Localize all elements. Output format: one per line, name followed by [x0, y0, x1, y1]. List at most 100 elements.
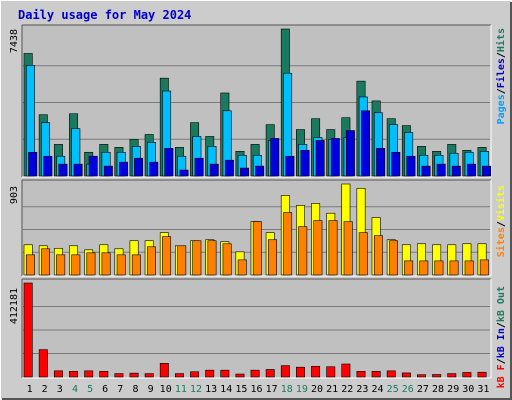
bar: [28, 151, 38, 177]
x-tick-label: 23: [356, 384, 368, 395]
bar: [237, 259, 247, 276]
bar: [84, 370, 94, 378]
bar: [285, 155, 295, 177]
bar: [179, 169, 189, 177]
bar: [421, 165, 431, 177]
bar: [114, 373, 124, 378]
bar: [116, 254, 126, 276]
bar: [250, 369, 260, 378]
x-tick-label: 29: [447, 384, 459, 395]
bar: [88, 155, 98, 177]
bar: [436, 163, 446, 177]
legend-hits-files-pages: Pages/Files/Hits: [495, 28, 507, 124]
bar: [147, 246, 156, 276]
bar: [174, 373, 184, 378]
bar: [376, 148, 386, 177]
x-axis-labels: 1 2 3 4 5 6 7 8 9 10 11 12 13 14 15 16 17 18 19 20 21 22 23 24 2…: [27, 384, 490, 395]
x-tick-label: 13: [205, 384, 217, 395]
x-tick-label: 5: [87, 384, 93, 395]
x-tick-label: 7: [117, 384, 123, 395]
x-tick-label: 31: [477, 384, 489, 395]
x-tick-label: 9: [148, 384, 154, 395]
bar: [69, 370, 79, 378]
bar: [131, 254, 141, 276]
bar: [373, 235, 383, 276]
y-max-label: 7438: [9, 29, 20, 53]
bar: [119, 161, 128, 177]
bar: [194, 157, 204, 177]
legend-item: /: [496, 358, 507, 364]
panel-visits-sites: 903 Sites/Visits: [9, 179, 507, 277]
series-pages: [28, 110, 492, 177]
legend-kb-in-out: kB F/kB In/kB Out: [496, 286, 507, 388]
bar: [451, 165, 461, 177]
x-tick-label: 1: [27, 384, 33, 395]
x-tick-label: 28: [432, 384, 444, 395]
x-tick-label: 3: [57, 384, 63, 395]
legend-item: Sites: [495, 227, 507, 257]
bar: [389, 240, 398, 276]
panel-background: [22, 279, 491, 378]
bar: [220, 369, 230, 378]
bar: [296, 366, 305, 378]
bar: [71, 254, 81, 276]
bar: [99, 370, 109, 378]
bar: [25, 254, 35, 276]
bar: [190, 371, 200, 378]
x-tick-label: 18: [281, 384, 293, 395]
bar: [73, 163, 83, 177]
bar: [134, 157, 144, 177]
bar: [298, 226, 308, 276]
bar: [343, 221, 353, 276]
legend-item: /: [496, 322, 507, 328]
bar: [417, 374, 426, 378]
bar: [391, 151, 401, 177]
bar: [240, 167, 249, 177]
legend-item: Hits: [495, 28, 507, 52]
series-kb-f: [23, 282, 487, 378]
bar: [280, 365, 290, 378]
x-tick-label: 17: [266, 384, 278, 395]
bar: [192, 240, 202, 276]
bar: [432, 374, 442, 378]
bar: [406, 155, 416, 177]
bar: [58, 163, 68, 177]
legend-visits-sites: Sites/Visits: [495, 185, 507, 257]
x-tick-label: 14: [220, 384, 232, 395]
x-tick-label: 2: [42, 384, 48, 395]
series-sites: [25, 212, 489, 276]
bar: [56, 254, 66, 276]
bar: [207, 240, 217, 276]
bar: [265, 369, 275, 378]
bar: [479, 259, 489, 276]
x-tick-label: 21: [326, 384, 338, 395]
bar: [53, 370, 63, 378]
bar: [222, 243, 232, 276]
bar: [404, 260, 414, 276]
bar: [283, 212, 293, 276]
x-tick-label: 15: [235, 384, 247, 395]
legend-item: /: [496, 88, 507, 94]
bar: [482, 165, 492, 177]
bar: [252, 221, 262, 276]
bar: [159, 363, 169, 378]
chart-title: Daily usage for May 2024: [18, 8, 191, 22]
legend-item: Files: [495, 58, 507, 88]
bar: [401, 372, 411, 378]
bar: [129, 372, 139, 378]
bar: [328, 220, 338, 276]
x-tick-label: 11: [175, 384, 187, 395]
x-tick-label: 10: [160, 384, 172, 395]
bar: [149, 161, 159, 177]
x-tick-label: 24: [371, 384, 383, 395]
legend-item: Visits: [495, 185, 507, 221]
bar: [224, 159, 234, 177]
legend-item: kB In: [496, 328, 507, 358]
bar: [23, 282, 33, 378]
bar: [311, 365, 321, 378]
bar: [209, 163, 219, 177]
x-tick-label: 16: [250, 384, 262, 395]
